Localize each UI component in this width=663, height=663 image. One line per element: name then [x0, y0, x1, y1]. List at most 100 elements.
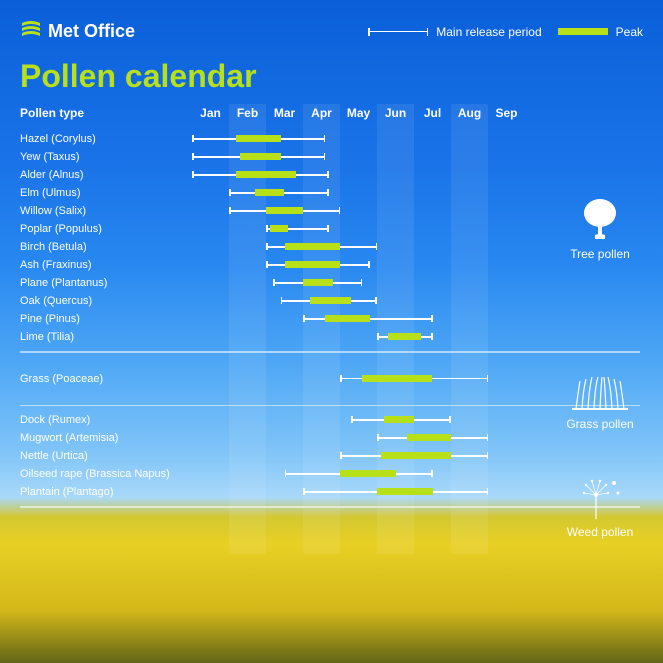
pollen-row: Oak (Quercus)	[20, 292, 540, 310]
legend-peak: Peak	[558, 25, 643, 39]
month-label: Mar	[266, 106, 303, 120]
month-label: Jun	[377, 106, 414, 120]
pollen-row-label: Nettle (Urtica)	[20, 450, 192, 462]
peak-bar	[303, 279, 333, 286]
pollen-row-label: Elm (Ulmus)	[20, 187, 192, 199]
category-tree: Tree pollen	[555, 195, 645, 261]
peak-bar	[381, 452, 451, 459]
month-label: Apr	[303, 106, 340, 120]
pollen-timeline	[192, 429, 540, 447]
pollen-row-label: Pine (Pinus)	[20, 313, 192, 325]
month-label: Jul	[414, 106, 451, 120]
pollen-row-label: Willow (Salix)	[20, 205, 192, 217]
pollen-timeline	[192, 310, 540, 328]
pollen-row-label: Dock (Rumex)	[20, 414, 192, 426]
brand: Met Office	[20, 20, 135, 43]
pollen-row-label: Ash (Fraxinus)	[20, 259, 192, 271]
pollen-timeline	[192, 370, 540, 388]
dandelion-icon	[555, 475, 645, 519]
peak-bar	[407, 434, 451, 441]
pollen-row-label: Oak (Quercus)	[20, 295, 192, 307]
category-tree-label: Tree pollen	[555, 247, 645, 261]
pollen-row-label: Poplar (Populus)	[20, 223, 192, 235]
pollen-row-label: Birch (Betula)	[20, 241, 192, 253]
pollen-row-label: Grass (Poaceae)	[20, 373, 192, 385]
legend-peak-icon	[558, 28, 608, 35]
pollen-row: Mugwort (Artemisia)	[20, 429, 540, 447]
section-divider	[20, 405, 640, 407]
pollen-row-label: Alder (Alnus)	[20, 169, 192, 181]
pollen-timeline	[192, 184, 540, 202]
peak-bar	[266, 207, 303, 214]
pollen-row: Grass (Poaceae)	[20, 370, 540, 388]
peak-bar	[285, 243, 341, 250]
pollen-timeline	[192, 328, 540, 346]
pollen-timeline	[192, 166, 540, 184]
pollen-row-label: Plantain (Plantago)	[20, 486, 192, 498]
pollen-row: Hazel (Corylus)	[20, 130, 540, 148]
month-label: Feb	[229, 106, 266, 120]
category-weed: Weed pollen	[555, 475, 645, 539]
legend: Main release period Peak	[368, 25, 643, 39]
pollen-row: Alder (Alnus)	[20, 166, 540, 184]
pollen-row: Plane (Plantanus)	[20, 274, 540, 292]
brand-text: Met Office	[48, 21, 135, 42]
month-label: Sep	[488, 106, 525, 120]
pollen-timeline	[192, 292, 540, 310]
peak-bar	[240, 153, 281, 160]
pollen-row: Elm (Ulmus)	[20, 184, 540, 202]
pollen-row: Plantain (Plantago)	[20, 483, 540, 501]
section-divider	[20, 506, 640, 508]
month-label: May	[340, 106, 377, 120]
peak-bar	[384, 416, 414, 423]
pollen-timeline	[192, 256, 540, 274]
peak-bar	[236, 135, 280, 142]
chart-rows: Hazel (Corylus) Yew (Taxus) Alder (Alnus) E…	[20, 130, 540, 508]
pollen-row-label: Oilseed rape (Brassica Napus)	[20, 468, 192, 480]
peak-bar	[388, 333, 421, 340]
legend-peak-label: Peak	[616, 25, 643, 39]
peak-bar	[236, 171, 295, 178]
pollen-timeline	[192, 274, 540, 292]
pollen-timeline	[192, 238, 540, 256]
legend-release-label: Main release period	[436, 25, 541, 39]
pollen-row: Dock (Rumex)	[20, 411, 540, 429]
header: Met Office Main release period Peak	[20, 20, 643, 43]
grass-icon	[555, 375, 645, 411]
month-label: Jan	[192, 106, 229, 120]
months-header: JanFebMarAprMayJunJulAugSep	[192, 106, 540, 120]
pollen-timeline	[192, 411, 540, 429]
pollen-row-label: Hazel (Corylus)	[20, 133, 192, 145]
peak-bar	[377, 488, 433, 495]
pollen-timeline	[192, 202, 540, 220]
category-grass: Grass pollen	[555, 375, 645, 431]
peak-bar	[340, 470, 396, 477]
page-title: Pollen calendar	[20, 58, 257, 95]
pollen-row: Nettle (Urtica)	[20, 447, 540, 465]
category-weed-label: Weed pollen	[555, 525, 645, 539]
peak-bar	[255, 189, 285, 196]
pollen-row: Lime (Tilia)	[20, 328, 540, 346]
legend-line-icon	[368, 31, 428, 33]
metoffice-logo-icon	[20, 20, 42, 43]
month-label: Aug	[451, 106, 488, 120]
category-grass-label: Grass pollen	[555, 417, 645, 431]
pollen-timeline	[192, 465, 540, 483]
pollen-row-label: Yew (Taxus)	[20, 151, 192, 163]
pollen-timeline	[192, 483, 540, 501]
pollen-timeline	[192, 130, 540, 148]
pollen-timeline	[192, 220, 540, 238]
pollen-row: Pine (Pinus)	[20, 310, 540, 328]
pollen-row: Birch (Betula)	[20, 238, 540, 256]
peak-bar	[362, 375, 432, 382]
pollen-row-label: Lime (Tilia)	[20, 331, 192, 343]
pollen-row: Yew (Taxus)	[20, 148, 540, 166]
pollen-row: Oilseed rape (Brassica Napus)	[20, 465, 540, 483]
pollen-chart: Pollen type JanFebMarAprMayJunJulAugSep …	[20, 106, 540, 513]
pollen-timeline	[192, 148, 540, 166]
peak-bar	[310, 297, 351, 304]
peak-bar	[285, 261, 341, 268]
tree-icon	[555, 195, 645, 241]
column-header: Pollen type	[20, 106, 84, 120]
pollen-row: Ash (Fraxinus)	[20, 256, 540, 274]
